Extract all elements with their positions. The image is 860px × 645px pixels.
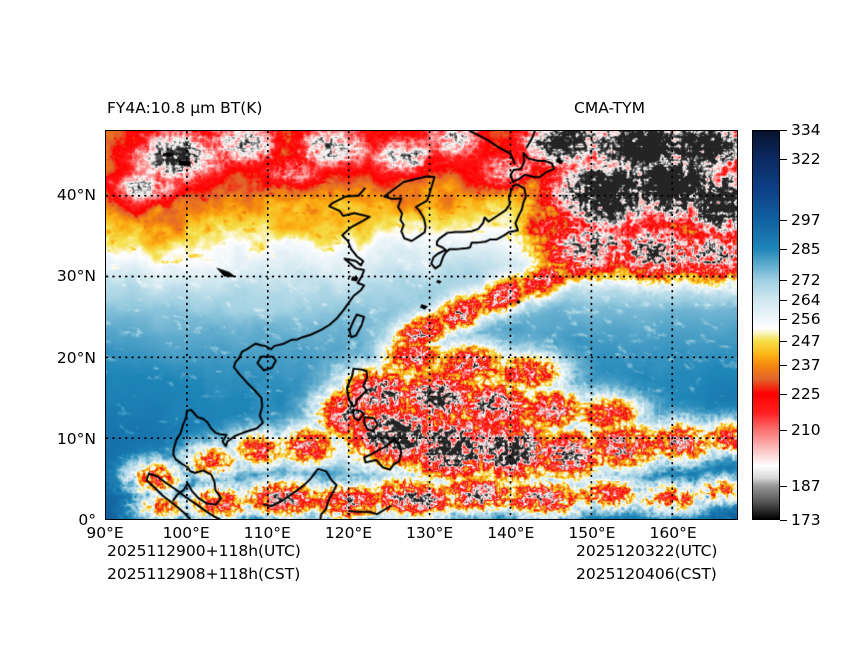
colorbar-tick-label: 322 (791, 150, 821, 169)
valid-time-cst: 2025120406(CST) (576, 565, 717, 583)
y-tick-label: 30°N (56, 267, 96, 286)
colorbar-tick-label: 297 (791, 210, 821, 229)
x-tick-label: 130°E (406, 524, 454, 542)
brightness-temperature-heatmap (106, 131, 737, 519)
valid-time-utc: 2025120322(UTC) (576, 542, 718, 560)
colorbar-gradient (752, 130, 780, 520)
x-tick-label: 90°E (86, 524, 124, 542)
forecast-init-cst: 2025112908+118h(CST) (107, 565, 301, 583)
colorbar-tick-label: 187 (791, 477, 821, 496)
y-tick-label: 40°N (56, 186, 96, 204)
colorbar-tick (780, 340, 787, 342)
forecast-init-utc: 2025112900+118h(UTC) (107, 542, 301, 560)
colorbar-tick (780, 430, 787, 432)
colorbar (752, 130, 780, 520)
x-tick-label: 150°E (568, 524, 616, 542)
colorbar-tick-label: 272 (791, 271, 821, 290)
satellite-map-panel (105, 130, 738, 520)
colorbar-tick-label: 225 (791, 385, 821, 404)
colorbar-tick (780, 219, 787, 221)
chart-title: FY4A:10.8 μm BT(K) (107, 99, 263, 117)
colorbar-tick-label: 285 (791, 239, 821, 258)
colorbar-tick-label: 256 (791, 309, 821, 328)
colorbar-tick (780, 364, 787, 366)
map-gridlines (106, 131, 737, 519)
colorbar-tick-label: 334 (791, 121, 821, 139)
colorbar-tick-label: 264 (791, 290, 821, 309)
x-tick-label: 100°E (162, 524, 210, 542)
y-tick-label: 0° (78, 511, 96, 529)
y-tick-label: 20°N (56, 348, 96, 367)
chart-subtitle: CMA-TYM (574, 99, 645, 117)
y-tick-label: 10°N (56, 429, 96, 448)
x-tick-label: 140°E (487, 524, 535, 542)
colorbar-tick (780, 394, 787, 396)
x-tick-label: 160°E (649, 524, 697, 542)
colorbar-tick (780, 520, 787, 521)
colorbar-tick-label: 173 (791, 511, 821, 529)
colorbar-tick-label: 237 (791, 355, 821, 374)
x-tick-label: 110°E (243, 524, 291, 542)
colorbar-tick-label: 247 (791, 331, 821, 350)
colorbar-tick (780, 280, 787, 282)
x-tick-label: 120°E (324, 524, 373, 542)
colorbar-tick (780, 299, 787, 301)
colorbar-tick (780, 318, 787, 320)
colorbar-tick (780, 159, 787, 161)
colorbar-tick (780, 130, 787, 131)
colorbar-tick-label: 210 (791, 421, 821, 440)
colorbar-tick (780, 486, 787, 488)
colorbar-tick (780, 248, 787, 250)
